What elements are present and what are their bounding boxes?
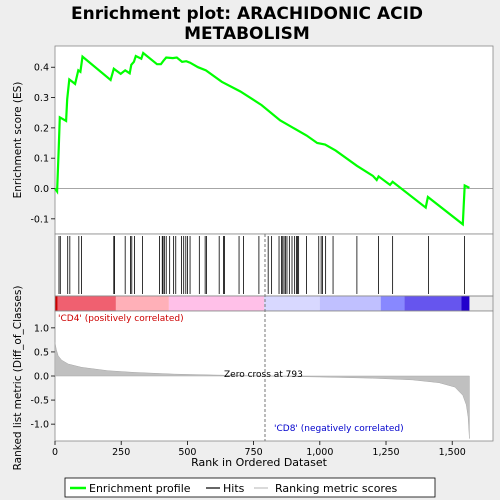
metric-y-axis-label: Ranked list metric (Diff_of_Classes) bbox=[12, 286, 24, 471]
x-axis-label: Rank in Ordered Dataset bbox=[191, 456, 328, 469]
x-axis: 0 250 500 750 1,000 1,250 1,500 bbox=[52, 441, 466, 458]
x-tick-label: 750 bbox=[245, 447, 263, 458]
chart-title-line1: Enrichment plot: ARACHIDONIC ACID bbox=[71, 4, 423, 24]
es-y-axis-label: Enrichment score (ES) bbox=[12, 82, 24, 199]
heatmap-segment bbox=[55, 296, 58, 311]
es-y-tick-label: -0.1 bbox=[30, 214, 49, 225]
es-y-tick-label: 0.0 bbox=[34, 184, 49, 195]
legend-metric-label: Ranking metric scores bbox=[275, 482, 397, 495]
es-y-tick-label: 0.3 bbox=[34, 93, 49, 104]
legend-hits-label: Hits bbox=[223, 482, 245, 495]
x-tick-label: 250 bbox=[112, 447, 130, 458]
x-tick-label: 1,500 bbox=[439, 447, 466, 458]
x-tick-label: 1,250 bbox=[372, 447, 399, 458]
heatmap-segment bbox=[115, 296, 169, 311]
heatmap-segment bbox=[380, 296, 405, 311]
x-tick-label: 1,000 bbox=[306, 447, 333, 458]
legend-box bbox=[64, 477, 436, 498]
metric-y-axis: -1.0 -0.5 0.0 0.5 1.0 bbox=[30, 323, 55, 431]
es-y-tick-label: 0.1 bbox=[34, 154, 49, 165]
heatmap-segment bbox=[264, 296, 320, 311]
metric-y-tick-label: -1.0 bbox=[30, 420, 49, 431]
metric-y-tick-label: 1.0 bbox=[34, 323, 49, 334]
rank-heatmap-bar bbox=[54, 295, 494, 312]
chart-title-line2: METABOLISM bbox=[184, 24, 310, 44]
es-y-tick-label: 0.2 bbox=[34, 123, 49, 134]
hits-panel bbox=[54, 233, 494, 297]
legend-enrichment-label: Enrichment profile bbox=[89, 482, 191, 495]
hit-markers bbox=[58, 236, 465, 294]
es-y-axis: -0.1 0.0 0.1 0.2 0.3 0.4 bbox=[30, 63, 55, 225]
x-tick-label: 500 bbox=[178, 447, 196, 458]
es-y-tick-label: 0.4 bbox=[34, 63, 49, 74]
metric-y-tick-label: 0.5 bbox=[34, 347, 49, 358]
heatmap-segment bbox=[168, 296, 265, 311]
heatmap-segment bbox=[404, 296, 462, 311]
heatmap-segment bbox=[57, 296, 116, 311]
negative-correlation-label: 'CD8' (negatively correlated) bbox=[274, 424, 404, 434]
enrichment-profile-line bbox=[54, 51, 470, 227]
heatmap-segment bbox=[319, 296, 381, 311]
positive-correlation-label: 'CD4' (positively correlated) bbox=[58, 314, 184, 324]
metric-y-tick-label: -0.5 bbox=[30, 396, 49, 407]
zero-cross-label: Zero cross at 793 bbox=[224, 370, 303, 380]
heatmap-segment bbox=[461, 296, 470, 311]
x-tick-label: 0 bbox=[52, 447, 58, 458]
metric-y-tick-label: 0.0 bbox=[34, 372, 49, 383]
